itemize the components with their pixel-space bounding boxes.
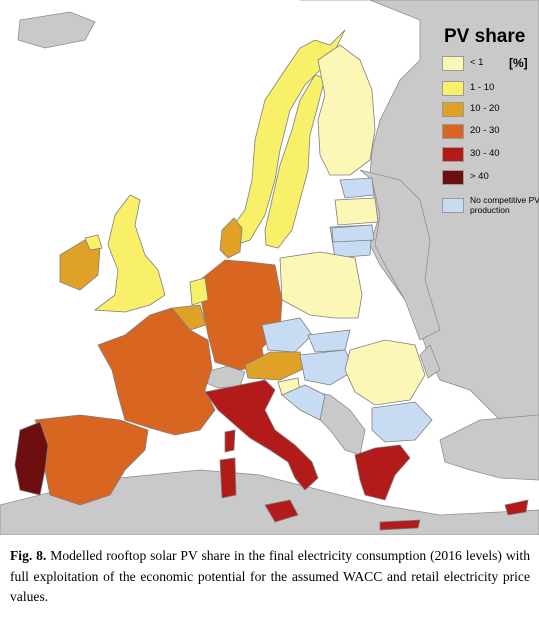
europe-map: PV share [%] < 1 1 - 10 10 - 20 20 - 30 30 -… bbox=[0, 0, 539, 535]
legend-swatch bbox=[442, 197, 464, 213]
turkey bbox=[439, 414, 539, 481]
sardinia bbox=[219, 457, 237, 499]
legend-row: 20 - 30 bbox=[442, 122, 500, 140]
great-britain bbox=[93, 194, 166, 313]
legend-swatch bbox=[442, 101, 464, 117]
norway bbox=[229, 29, 346, 246]
cyprus bbox=[504, 499, 529, 516]
legend-swatch bbox=[442, 169, 464, 185]
legend-swatch bbox=[442, 80, 464, 96]
corsica bbox=[224, 429, 236, 453]
legend-row: < 1 bbox=[442, 54, 483, 72]
ireland bbox=[59, 239, 101, 291]
bulgaria bbox=[371, 401, 433, 443]
legend-label: < 1 bbox=[470, 57, 484, 68]
baltic-estonia bbox=[339, 177, 375, 199]
latvia-overlay bbox=[331, 224, 375, 243]
sweden bbox=[264, 74, 326, 249]
sicily bbox=[264, 499, 299, 523]
romania bbox=[344, 339, 426, 406]
legend-row: 1 - 10 bbox=[442, 79, 494, 97]
france bbox=[97, 307, 216, 436]
croatia bbox=[281, 384, 326, 421]
figure-caption: Fig. 8. Modelled rooftop solar PV share … bbox=[10, 546, 530, 608]
legend-unit: [%] bbox=[509, 56, 528, 70]
germany bbox=[199, 259, 283, 371]
portugal bbox=[14, 421, 49, 496]
hungary bbox=[299, 349, 356, 386]
legend-label: No competitive PV production bbox=[470, 195, 539, 215]
poland bbox=[279, 251, 363, 319]
legend-label: 10 - 20 bbox=[470, 103, 500, 114]
legend-title: PV share bbox=[444, 26, 526, 47]
italy bbox=[204, 379, 319, 491]
denmark bbox=[219, 217, 243, 259]
iceland bbox=[17, 11, 96, 49]
netherlands bbox=[189, 277, 209, 306]
legend-row: 30 - 40 bbox=[442, 145, 500, 163]
legend-label: 30 - 40 bbox=[470, 148, 500, 159]
legend-label: 20 - 30 bbox=[470, 125, 500, 136]
caption-text: Modelled rooftop solar PV share in the f… bbox=[10, 548, 530, 604]
northern-ireland bbox=[84, 234, 103, 251]
latvia bbox=[334, 197, 379, 226]
legend-swatch bbox=[442, 146, 464, 162]
caption-label: Fig. 8. bbox=[10, 548, 47, 563]
legend-row: 10 - 20 bbox=[442, 100, 500, 118]
legend-label: 1 - 10 bbox=[470, 82, 495, 93]
legend-label: > 40 bbox=[470, 171, 489, 182]
russia-belarus-overlay bbox=[359, 169, 441, 341]
moldova bbox=[419, 344, 441, 379]
finland bbox=[317, 44, 376, 176]
legend-swatch bbox=[442, 55, 464, 71]
crete bbox=[379, 519, 421, 531]
legend-swatch bbox=[442, 123, 464, 139]
legend-row: No competitive PV production bbox=[442, 195, 539, 215]
czech-republic bbox=[261, 317, 313, 353]
greece bbox=[354, 444, 411, 501]
legend-row: > 40 bbox=[442, 168, 489, 186]
